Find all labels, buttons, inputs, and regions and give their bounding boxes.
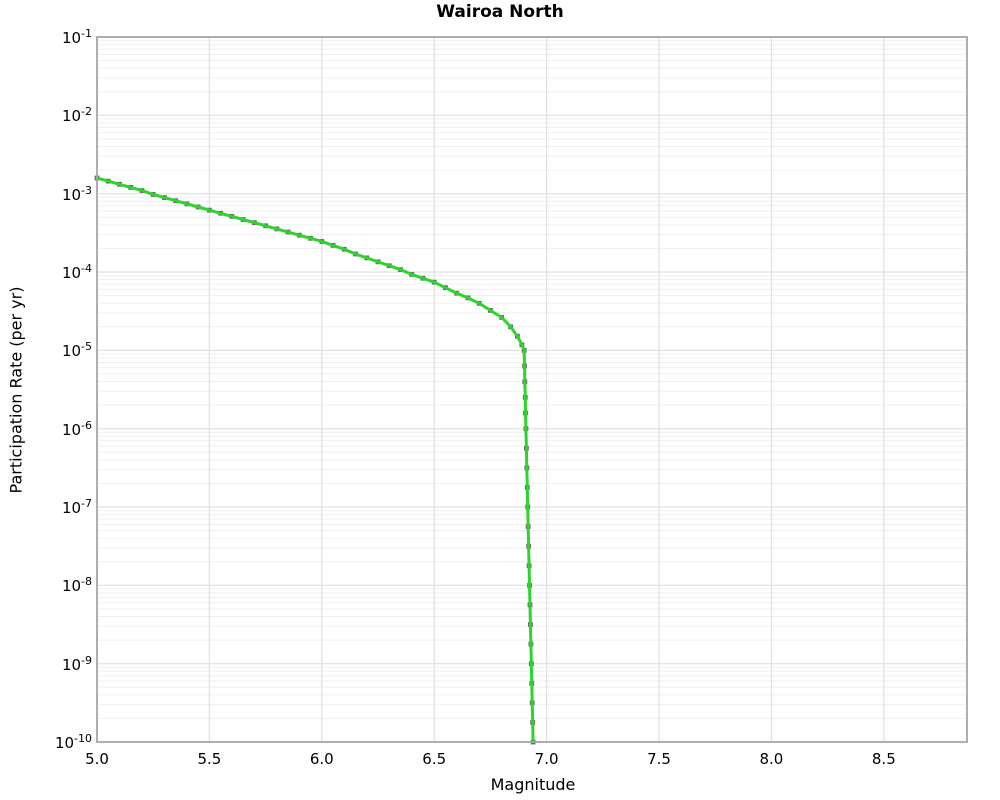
x-tick-label: 7.0 [534, 750, 559, 768]
y-tick-label: 10-8 [61, 575, 92, 596]
x-tick-label: 7.5 [647, 750, 671, 768]
y-tick-label: 10-1 [61, 27, 92, 47]
y-axis-label: Participation Rate (per yr) [6, 286, 26, 494]
y-tick-label: 10-3 [61, 183, 92, 204]
x-tick-label: 5.0 [85, 750, 109, 768]
x-tick-label: 6.0 [309, 750, 334, 768]
x-tick-label: 6.5 [422, 750, 447, 768]
chart-title: Wairoa North [436, 2, 564, 22]
x-tick-label: 8.0 [759, 750, 784, 768]
y-tick-label: 10-6 [61, 418, 92, 439]
x-tick-label: 8.5 [871, 750, 896, 768]
plot-border [96, 36, 968, 743]
x-axis-label: Magnitude [490, 775, 576, 794]
series-line [95, 176, 535, 744]
y-tick-label: 10-4 [61, 262, 92, 282]
y-tick-label: 10-7 [61, 497, 92, 517]
y-tick-label: 10-5 [61, 340, 92, 361]
y-tick-label: 10-10 [54, 732, 92, 752]
y-tick-label: 10-2 [61, 105, 92, 126]
x-tick-label: 5.5 [197, 750, 222, 768]
y-tick-label: 10-9 [61, 653, 92, 674]
